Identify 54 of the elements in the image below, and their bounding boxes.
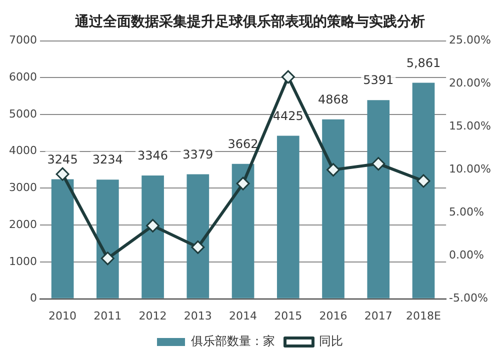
point [236,176,250,190]
bar [322,119,344,298]
point [100,252,114,266]
point [326,163,340,177]
bar [142,175,164,298]
y2-tick-label: 5.00% [449,206,484,219]
data-label: 4425 [272,108,304,123]
point [56,167,70,181]
data-label: 3379 [182,147,214,162]
legend-label: 同比 [319,334,343,348]
y2-tick-label: 0.00% [449,248,484,262]
y-tick-label: 4000 [8,144,37,158]
data-label: 5391 [363,73,394,88]
data-label: 4868 [318,92,349,107]
y2-tick-label: 25.00% [449,34,492,47]
data-label: 3245 [47,152,78,166]
point [416,174,430,188]
x-tick-label: 2010 [48,309,77,322]
y2-tick-label: 10.00% [449,162,492,176]
legend-label: 俱乐部数量：家 [191,334,275,348]
point [372,157,386,171]
x-tick-label: 2017 [364,309,392,322]
y-tick-label: 3000 [8,181,37,194]
y-tick-label: 0 [30,292,37,305]
data-label: 3234 [92,152,123,167]
data-label: 3662 [228,136,258,151]
point [191,240,205,254]
x-tick-label: 2013 [184,309,212,322]
x-tick-label: 2012 [138,309,167,322]
data-label: 5,861 [406,56,441,70]
bar [412,82,435,298]
y2-tick-label: 15.00% [449,120,492,133]
chart-title: 通过全面数据采集提升足球俱乐部表现的策略与实践分析 [74,13,425,30]
x-tick-label: 2018E [406,309,442,322]
bar [51,179,74,298]
data-label: 3346 [138,148,168,163]
x-tick-label: 2015 [274,309,302,322]
point [281,70,295,84]
y2-tick-label: -5.00% [449,292,488,305]
bar [232,164,254,298]
y-tick-label: 2000 [8,218,37,231]
x-tick-label: 2014 [229,309,258,322]
y-tick-label: 1000 [8,254,37,268]
y-tick-label: 6000 [8,70,37,84]
y2-tick-label: 20.00% [449,76,492,90]
bar [96,180,119,298]
y-tick-label: 7000 [8,34,37,47]
y-tick-label: 5000 [8,107,37,120]
x-tick-label: 2011 [94,309,122,322]
bar [276,136,300,298]
x-tick-label: 2016 [319,309,348,322]
point [146,218,160,232]
bar [186,174,210,298]
bar [367,100,390,298]
